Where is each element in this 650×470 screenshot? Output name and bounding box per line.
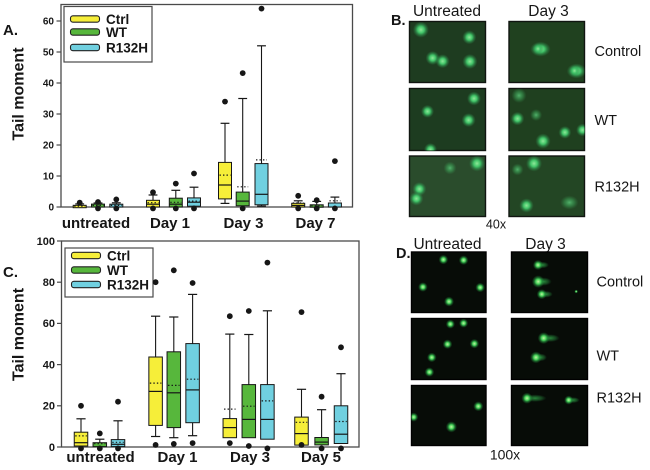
svg-text:C.: C. (3, 264, 18, 281)
svg-text:D.: D. (396, 246, 411, 262)
svg-text:Tail moment: Tail moment (11, 287, 28, 381)
svg-text:30: 30 (43, 110, 55, 121)
svg-text:20: 20 (43, 141, 55, 152)
svg-text:Untreated: Untreated (413, 3, 481, 20)
svg-text:0: 0 (48, 203, 54, 214)
svg-text:Control: Control (595, 44, 642, 60)
svg-text:WT: WT (106, 25, 128, 40)
svg-text:80: 80 (43, 277, 55, 289)
svg-text:Day 1: Day 1 (157, 449, 197, 466)
svg-text:Day 1: Day 1 (150, 215, 190, 232)
svg-text:Ctrl: Ctrl (106, 12, 129, 27)
svg-text:40: 40 (43, 79, 55, 90)
svg-text:50: 50 (43, 48, 55, 59)
svg-text:B.: B. (391, 13, 406, 29)
svg-text:WT: WT (595, 113, 618, 129)
svg-text:100x: 100x (490, 447, 520, 463)
svg-text:A.: A. (3, 22, 18, 39)
svg-text:Day 5: Day 5 (301, 449, 341, 466)
svg-text:Day 3: Day 3 (525, 236, 566, 253)
svg-text:0: 0 (49, 442, 55, 454)
svg-text:R132H: R132H (107, 277, 149, 292)
svg-text:Ctrl: Ctrl (107, 248, 130, 263)
svg-text:untreated: untreated (62, 215, 130, 232)
svg-text:untreated: untreated (66, 449, 134, 466)
svg-text:40x: 40x (486, 218, 507, 232)
svg-text:60: 60 (43, 318, 55, 330)
svg-text:R132H: R132H (595, 180, 640, 196)
svg-text:Day 7: Day 7 (295, 215, 335, 232)
svg-text:Day 3: Day 3 (230, 449, 270, 466)
svg-text:Day 3: Day 3 (223, 215, 263, 232)
svg-text:100: 100 (37, 236, 55, 248)
svg-text:40: 40 (43, 359, 55, 371)
svg-text:Day 3: Day 3 (528, 3, 569, 20)
svg-text:20: 20 (43, 401, 55, 413)
svg-text:Tail moment: Tail moment (11, 47, 28, 141)
svg-text:R132H: R132H (106, 40, 148, 55)
svg-text:10: 10 (43, 172, 55, 183)
svg-text:60: 60 (43, 17, 55, 28)
svg-text:WT: WT (107, 263, 129, 278)
svg-text:Untreated: Untreated (413, 236, 481, 253)
svg-text:R132H: R132H (597, 391, 642, 407)
svg-text:Control: Control (597, 275, 644, 291)
svg-text:WT: WT (597, 349, 620, 365)
